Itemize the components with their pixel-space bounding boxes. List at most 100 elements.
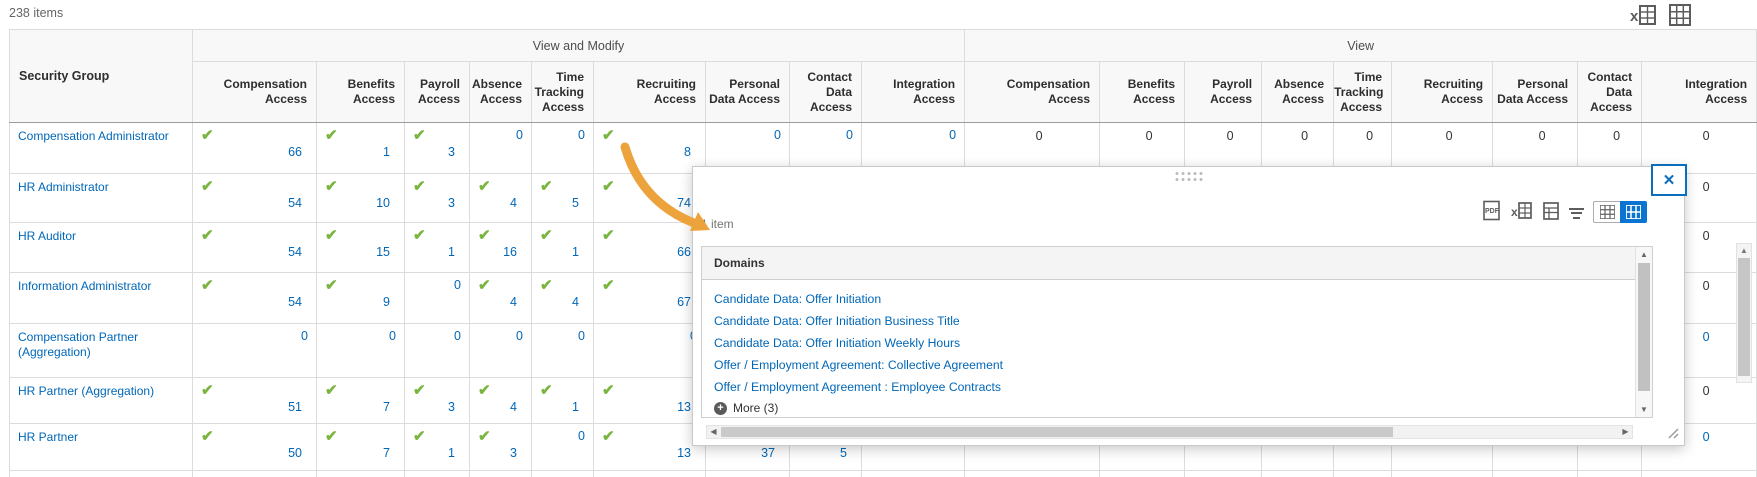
count-link[interactable]: 54 [288,196,302,210]
domain-link[interactable]: Candidate Data: Offer Initiation [714,292,882,306]
count-link[interactable]: 1 [448,245,455,259]
column-header[interactable]: Payroll Access [404,61,470,123]
security-group-link[interactable]: Compensation Partner (Aggregation) [18,330,139,359]
main-vertical-scrollbar[interactable]: ▲ [1736,243,1752,383]
scroll-up-icon[interactable]: ▲ [1640,250,1648,259]
count-link[interactable]: 0 [516,329,523,343]
drag-handle-icon[interactable] [1175,172,1202,181]
more-button[interactable]: + More (3) [702,398,1652,418]
count-link[interactable]: 4 [510,295,517,309]
table-view-button[interactable] [1593,201,1620,223]
popup-vertical-scrollbar[interactable]: ▲ ▼ [1635,247,1652,417]
count-link[interactable]: 66 [288,145,302,159]
count-link[interactable]: 1 [572,245,579,259]
column-header[interactable]: Absence Access [1261,61,1335,123]
count-link[interactable]: 8 [684,145,691,159]
count-link[interactable]: 5 [572,196,579,210]
grid-view-icon[interactable] [1667,3,1693,27]
count-link[interactable]: 1 [383,145,390,159]
count-link[interactable]: 9 [383,295,390,309]
count-link[interactable]: 10 [376,196,390,210]
count-link[interactable]: 0 [389,329,396,343]
column-header[interactable]: Contact Data Access [1577,61,1643,123]
column-header[interactable]: Payroll Access [1184,61,1263,123]
count-link[interactable]: 0 [1702,330,1710,344]
count-link[interactable]: 13 [677,400,691,414]
column-header[interactable]: Compensation Access [192,61,317,123]
scroll-up-icon[interactable]: ▲ [1740,246,1748,255]
count-link[interactable]: 3 [448,400,455,414]
count-link[interactable]: 67 [677,295,691,309]
data-view-icon[interactable] [1542,201,1560,224]
count-link[interactable]: 4 [510,400,517,414]
export-pdf-icon[interactable]: PDF [1482,200,1502,224]
count-link[interactable]: 0 [578,128,585,142]
column-header[interactable]: Personal Data Access [705,61,790,123]
scrollbar-thumb[interactable] [721,427,1393,437]
count-link[interactable]: 0 [578,329,585,343]
scrollbar-thumb[interactable] [1638,263,1650,391]
count-link[interactable]: 1 [448,446,455,460]
count-link[interactable]: 1 [572,400,579,414]
security-group-link[interactable]: Compensation Administrator [18,129,169,143]
count-link[interactable]: 3 [510,446,517,460]
resize-grip-icon[interactable] [1667,427,1679,442]
security-group-link[interactable]: HR Partner [18,430,79,444]
count-link[interactable]: 13 [677,446,691,460]
count-link[interactable]: 0 [846,128,853,142]
count-link[interactable]: 0 [949,128,957,142]
filter-icon[interactable] [1569,206,1584,219]
scrollbar-thumb[interactable] [1738,258,1750,376]
count-link[interactable]: 50 [288,446,302,460]
scroll-down-icon[interactable]: ▼ [1640,405,1648,414]
popup-horizontal-scrollbar[interactable]: ◀ ▶ [706,425,1633,439]
column-header[interactable]: Integration Access [860,61,966,123]
column-header[interactable]: Absence Access [469,61,532,123]
column-header[interactable]: Time Tracking Access [531,61,594,123]
count-link[interactable]: 7 [383,446,390,460]
count-link[interactable]: 54 [288,295,302,309]
count-link[interactable]: 0 [1702,430,1710,444]
export-excel-icon[interactable]: x [1511,201,1533,224]
count-link[interactable]: 51 [288,400,302,414]
count-link[interactable]: 0 [516,128,523,142]
count-link[interactable]: 74 [677,196,691,210]
column-header[interactable]: Contact Data Access [789,61,862,123]
security-group-link[interactable]: HR Administrator [18,180,109,194]
domain-link[interactable]: Candidate Data: Offer Initiation Weekly … [714,336,961,350]
column-header[interactable]: Integration Access [1641,61,1757,123]
count-link[interactable]: 0 [454,329,461,343]
column-header[interactable]: Benefits Access [316,61,405,123]
column-header[interactable]: Time Tracking Access [1333,61,1393,123]
count-link[interactable]: 0 [774,128,781,142]
domain-link[interactable]: Offer / Employment Agreement: Collective… [714,358,1004,372]
count-link[interactable]: 37 [761,446,775,460]
card-view-button[interactable] [1620,201,1647,223]
security-group-link[interactable]: Information Administrator [18,279,152,293]
count-link[interactable]: 66 [677,245,691,259]
export-excel-icon[interactable]: x [1630,3,1657,27]
security-group-link[interactable]: HR Partner (Aggregation) [18,384,155,398]
count-link[interactable]: 16 [503,245,517,259]
security-group-link[interactable]: HR Auditor [18,229,77,243]
close-button[interactable]: ✕ [1651,164,1687,196]
scroll-right-icon[interactable]: ▶ [1622,427,1629,436]
column-header[interactable]: Recruiting Access [1391,61,1494,123]
count-link[interactable]: 0 [454,278,461,292]
count-link[interactable]: 54 [288,245,302,259]
count-link[interactable]: 0 [301,329,308,343]
count-link[interactable]: 4 [572,295,579,309]
count-link[interactable]: 3 [448,196,455,210]
count-link[interactable]: 5 [840,446,847,460]
column-header[interactable]: Compensation Access [964,61,1101,123]
domain-link[interactable]: Offer / Employment Agreement : Employee … [714,380,1001,394]
count-link[interactable]: 15 [376,245,390,259]
count-link[interactable]: 0 [578,429,585,443]
column-header[interactable]: Benefits Access [1099,61,1186,123]
scroll-left-icon[interactable]: ◀ [710,427,717,436]
count-link[interactable]: 4 [510,196,517,210]
count-link[interactable]: 7 [383,400,390,414]
domain-link[interactable]: Candidate Data: Offer Initiation Busines… [714,314,960,328]
column-header[interactable]: Personal Data Access [1492,61,1579,123]
count-link[interactable]: 3 [448,145,455,159]
